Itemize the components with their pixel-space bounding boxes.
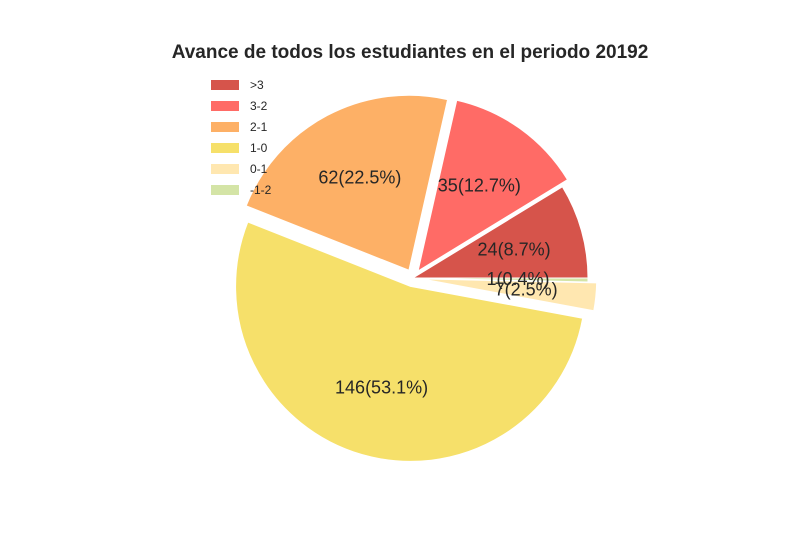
legend-swatch-5 <box>211 164 239 174</box>
slice-labels: 24(8.7%) 35(12.7%) 62(22.5%) 146(53.1%) 7(2.… <box>318 167 557 397</box>
legend-label-4: 1-0 <box>250 141 268 155</box>
slice-label-6: 1(0.4%) <box>486 269 549 289</box>
legend-label-3: 2-1 <box>250 120 268 134</box>
slice-label-1: 24(8.7%) <box>478 240 551 260</box>
pie-slice-3 <box>245 94 449 271</box>
legend-swatch-4 <box>211 143 239 153</box>
legend-label-5: 0-1 <box>250 162 268 176</box>
pie-slice-4 <box>235 221 584 462</box>
pie-slice-6 <box>412 277 589 283</box>
legend-swatch-2 <box>211 101 239 111</box>
pie-slice-5 <box>421 278 598 312</box>
slice-label-4: 146(53.1%) <box>335 377 428 397</box>
pie-slice-1 <box>411 186 589 279</box>
legend-label-1: >3 <box>250 78 264 92</box>
pie-slices <box>235 94 598 462</box>
legend-swatch-6 <box>211 185 239 195</box>
chart-title: Avance de todos los estudiantes en el pe… <box>172 42 649 63</box>
pie-slice-2 <box>417 99 569 272</box>
legend-swatch-1 <box>211 80 239 90</box>
slice-label-2: 35(12.7%) <box>438 176 521 196</box>
slice-label-3: 62(22.5%) <box>318 167 401 187</box>
legend: >3 3-2 2-1 1-0 0-1 -1-2 <box>211 78 272 197</box>
slice-label-5: 7(2.5%) <box>495 280 558 300</box>
legend-swatch-3 <box>211 122 239 132</box>
legend-label-2: 3-2 <box>250 99 268 113</box>
legend-label-6: -1-2 <box>250 183 272 197</box>
